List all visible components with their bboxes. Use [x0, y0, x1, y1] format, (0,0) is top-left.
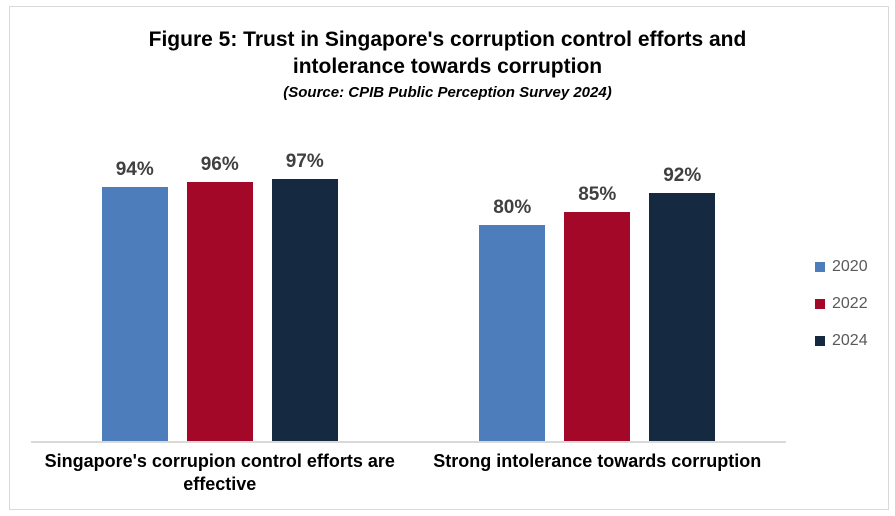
bar-rect: [564, 211, 631, 441]
bar-group: 94% 96% 97%: [31, 151, 409, 441]
legend-item-2022: 2022: [815, 296, 868, 312]
legend-label-2022: 2022: [832, 295, 868, 312]
category-axis: Singapore's corrupion control efforts ar…: [31, 450, 786, 497]
legend-marker-2024-icon: [815, 336, 825, 346]
legend-item-2024: 2024: [815, 333, 868, 349]
bar-2020: 94%: [101, 159, 168, 441]
legend-marker-2020-icon: [815, 262, 825, 272]
chart-subtitle: (Source: CPIB Public Perception Survey 2…: [283, 83, 612, 101]
bar-2024: 92%: [649, 165, 716, 441]
bar-value-label: 94%: [115, 159, 154, 181]
bar-value-label: 92%: [663, 164, 702, 186]
category-label-strong-intolerance: Strong intolerance towards corruption: [433, 451, 762, 471]
legend-marker-2022-icon: [815, 299, 825, 309]
bar-2022: 96%: [186, 154, 253, 441]
legend-label-2024: 2024: [832, 332, 868, 349]
x-axis-line: [31, 441, 786, 443]
bar-rect: [649, 192, 716, 441]
legend-item-2020: 2020: [815, 259, 868, 275]
bar-2024: 97%: [271, 151, 338, 441]
legend: 2020 2022 2024: [815, 259, 868, 370]
chart-title: Figure 5: Trust in Singapore's corruptio…: [148, 28, 747, 79]
bar-value-label: 80%: [493, 197, 532, 218]
legend-label-2020: 2020: [832, 258, 868, 275]
bar-rect: [271, 179, 338, 441]
title-block: Figure 5: Trust in Singapore's corruptio…: [0, 26, 895, 101]
bar-rect: [186, 181, 253, 441]
bar-rect: [479, 225, 546, 441]
bar-value-label: 97%: [285, 151, 324, 173]
bar-rect: [101, 187, 168, 441]
bar-group: 80% 85% 92%: [409, 165, 787, 441]
bar-value-label: 85%: [578, 183, 617, 205]
bar-value-label: 96%: [200, 153, 239, 175]
plot-area: 94% 96% 97% 80% 85% 92%: [31, 151, 787, 441]
bar-2020: 80%: [479, 197, 546, 441]
bar-2022: 85%: [564, 184, 631, 441]
category-label-efforts-effective: Singapore's corrupion control efforts ar…: [44, 451, 395, 495]
